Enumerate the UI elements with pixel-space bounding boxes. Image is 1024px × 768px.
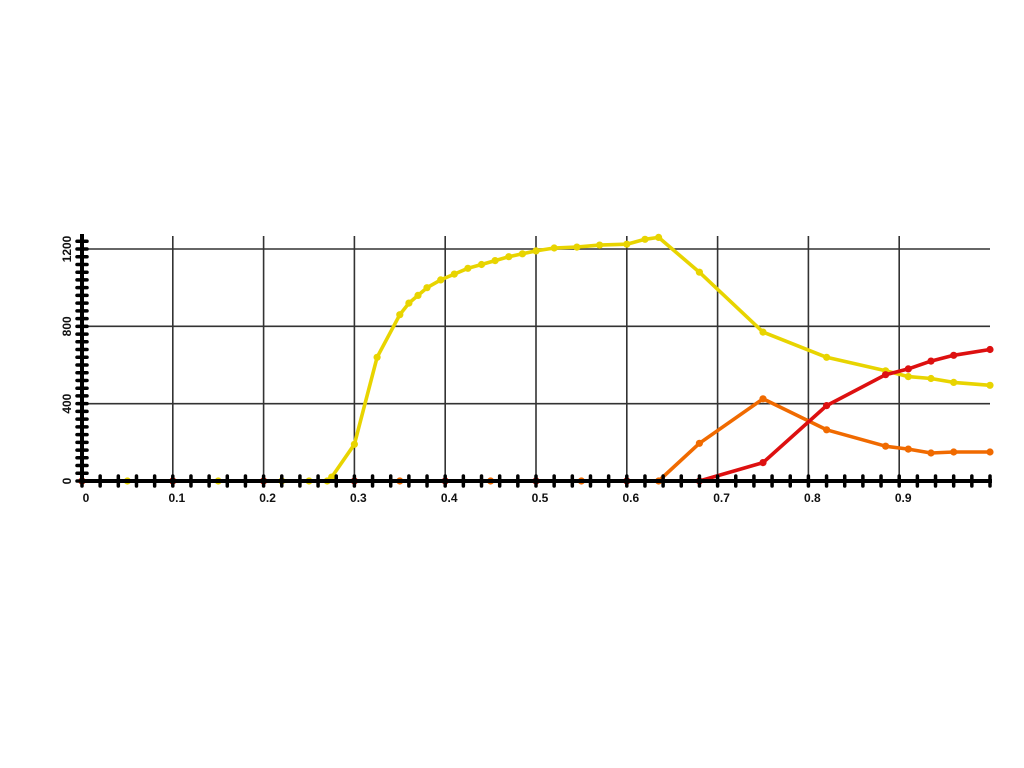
data-point xyxy=(396,311,404,319)
data-point xyxy=(904,373,912,381)
data-point xyxy=(405,299,413,307)
data-point xyxy=(904,365,912,373)
data-point xyxy=(641,235,649,243)
x-tick-label: 0.3 xyxy=(350,491,367,505)
tick-labels: 0 0.1 0.2 0.3 0.4 0.5 0.6 0.7 0.8 0.9 0 400 800 1200 xyxy=(60,235,912,505)
x-tick-label: 0.7 xyxy=(713,491,730,505)
data-point xyxy=(986,448,994,456)
y-tick-label: 0 xyxy=(60,477,74,484)
data-point xyxy=(823,402,831,410)
grid xyxy=(82,236,990,481)
y-tick-label: 400 xyxy=(60,393,74,413)
x-tick-label: 0.1 xyxy=(168,491,185,505)
data-point xyxy=(423,284,431,292)
data-point xyxy=(986,345,994,354)
data-point xyxy=(927,449,935,457)
x-tick-label: 0.8 xyxy=(804,491,821,505)
data-point xyxy=(328,473,336,481)
data-point xyxy=(477,260,486,269)
x-tick-label: 0.6 xyxy=(622,491,639,505)
data-point xyxy=(518,250,527,258)
data-point xyxy=(373,353,381,361)
y-tick-label: 800 xyxy=(60,316,74,336)
data-point xyxy=(573,243,581,251)
x-tick-label: 0 xyxy=(83,491,90,505)
data-point xyxy=(882,442,890,450)
data-point xyxy=(350,440,358,448)
data-point xyxy=(623,240,631,248)
data-point xyxy=(823,426,831,434)
data-point xyxy=(927,374,935,383)
data-point xyxy=(759,328,767,336)
data-point xyxy=(695,268,704,276)
axes xyxy=(75,234,992,488)
data-point xyxy=(450,270,458,278)
data-point xyxy=(550,244,558,252)
data-point xyxy=(950,448,958,456)
x-tick-label: 0.5 xyxy=(532,491,549,505)
data-point xyxy=(950,378,958,386)
data-point xyxy=(414,291,422,299)
data-point xyxy=(491,257,499,265)
data-point xyxy=(823,353,831,361)
data-point xyxy=(464,264,472,272)
data-point xyxy=(759,395,767,403)
data-point xyxy=(505,253,513,261)
y-tick-label: 1200 xyxy=(60,235,74,262)
data-point xyxy=(950,351,958,359)
data-point xyxy=(532,247,540,255)
data-point xyxy=(437,276,445,284)
x-tick-label: 0.4 xyxy=(441,491,458,505)
data-point xyxy=(655,233,663,241)
x-tick-label: 0.9 xyxy=(895,491,912,505)
data-point xyxy=(904,445,912,453)
data-point xyxy=(882,371,890,379)
data-point xyxy=(986,381,994,389)
data-point xyxy=(695,439,704,447)
data-point xyxy=(759,459,767,467)
data-point xyxy=(927,357,935,365)
data-point xyxy=(596,241,604,249)
x-tick-label: 0.2 xyxy=(259,491,276,505)
